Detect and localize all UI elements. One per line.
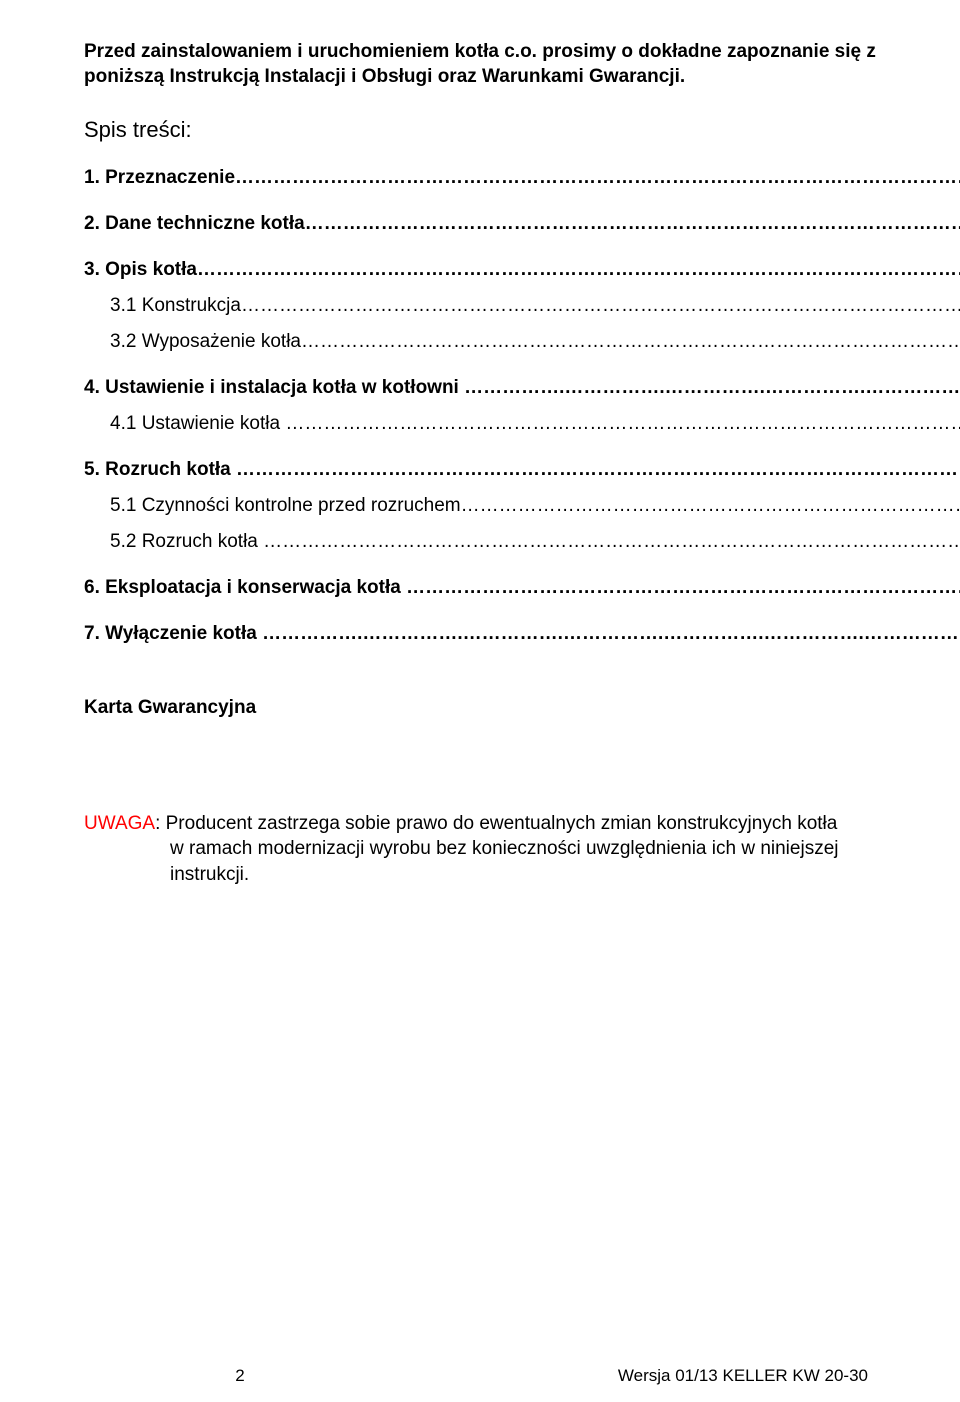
footer-page-number: 2	[0, 1366, 480, 1386]
uwaga-label: UWAGA	[84, 813, 155, 834]
toc-row: 5. Rozruch kotła 6	[84, 459, 960, 495]
toc-entry-label: 4.1 Ustawienie kotła	[84, 413, 960, 449]
toc-entry-label: 3.2 Wyposażenie kotła	[84, 331, 960, 367]
toc-entry-label: 3. Opis kotła	[84, 259, 960, 295]
toc-row: 3. Opis kotła3	[84, 259, 960, 295]
uwaga-text-line2: w ramach modernizacji wyrobu bez koniecz…	[84, 836, 876, 886]
footer-version: Wersja 01/13 KELLER KW 20-30	[618, 1366, 868, 1386]
uwaga-note: UWAGA: Producent zastrzega sobie prawo d…	[84, 811, 876, 886]
toc-entry-label: 4. Ustawienie i instalacja kotła w kotło…	[84, 377, 960, 413]
toc-entry-label: 5.2 Rozruch kotła	[84, 531, 960, 567]
toc-row: 2. Dane techniczne kotła3	[84, 213, 960, 249]
toc-entry-label: 6. Eksploatacja i konserwacja kotła	[84, 577, 960, 613]
table-of-contents: 1. Przeznaczenie3 2. Dane techniczne kotł…	[84, 167, 960, 659]
toc-row: 4.1 Ustawienie kotła 5	[84, 413, 960, 449]
toc-title: Spis treści:	[84, 117, 876, 143]
toc-entry-label: 2. Dane techniczne kotła	[84, 213, 960, 249]
toc-entry-label: 1. Przeznaczenie	[84, 167, 960, 203]
toc-entry-label: 5.1 Czynności kontrolne przed rozruchem	[84, 495, 960, 531]
intro-paragraph: Przed zainstalowaniem i uruchomieniem ko…	[84, 40, 876, 89]
toc-row: 6. Eksploatacja i konserwacja kotła 7	[84, 577, 960, 613]
toc-row: 3.2 Wyposażenie kotła4	[84, 331, 960, 367]
toc-row: 5.1 Czynności kontrolne przed rozruchem6	[84, 495, 960, 531]
toc-row: 5.2 Rozruch kotła 6	[84, 531, 960, 567]
toc-entry-label: 3.1 Konstrukcja	[84, 295, 960, 331]
toc-entry-label: 5. Rozruch kotła	[84, 459, 960, 495]
uwaga-text-line1: : Producent zastrzega sobie prawo do ewe…	[155, 813, 837, 834]
toc-row: 3.1 Konstrukcja3	[84, 295, 960, 331]
toc-row: 4. Ustawienie i instalacja kotła w kotło…	[84, 377, 960, 413]
warranty-card-label: Karta Gwarancyjna	[84, 697, 876, 719]
toc-entry-label: 7. Wyłączenie kotła	[84, 623, 960, 659]
toc-row: 7. Wyłączenie kotła 7	[84, 623, 960, 659]
toc-row: 1. Przeznaczenie3	[84, 167, 960, 203]
